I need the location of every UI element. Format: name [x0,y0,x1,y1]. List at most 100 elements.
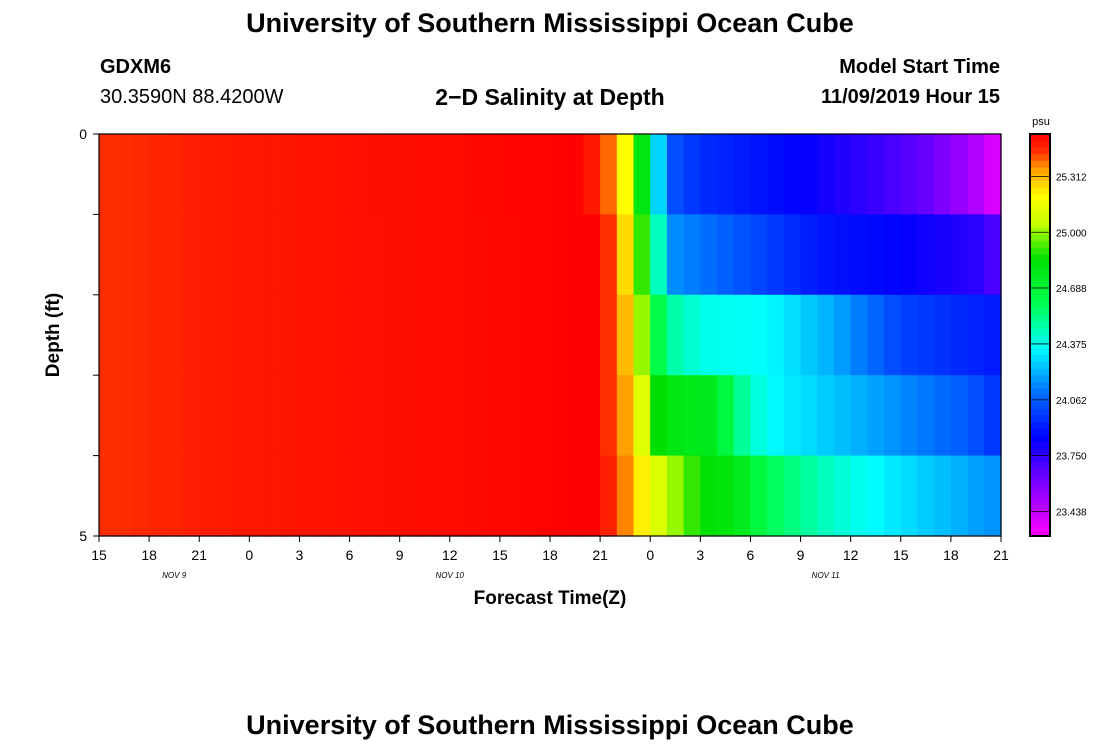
heatmap-cell [967,375,985,457]
colorbar-unit-label: psu [1032,116,1050,128]
heatmap-cell [499,455,518,537]
heatmap-cell [215,455,234,537]
heatmap-cell [833,134,852,215]
heatmap-cell [349,375,367,457]
heatmap-cell [833,455,852,537]
x-axis: 15 18 21 0 3 6 9 12 15 18 21 0 3 6 9 12 15 18 21 NOV 9 NOV 1… [91,536,1009,580]
heatmap-cell [332,134,351,215]
heatmap-cell [550,134,568,215]
colorbar-segment [1030,227,1050,236]
heatmap-cell [115,214,133,296]
heatmap-cell [316,214,334,296]
colorbar-segment [1030,341,1050,349]
heatmap-cell [149,294,167,376]
heatmap-cell [232,214,250,296]
heatmap-cell [683,134,701,215]
heatmap-cell [299,134,317,215]
heatmap-cell [282,455,301,537]
heatmap-cell [917,134,935,215]
heatmap-cell [466,455,484,537]
heatmap-cell [249,455,267,537]
heatmap-cell [249,294,267,376]
heatmap-cell [182,134,200,215]
x-tick-label: 15 [492,547,508,563]
colorbar-segment [1030,388,1050,396]
model-start-value: 11/09/2019 Hour 15 [820,86,1000,108]
heatmap-cell [332,294,351,376]
colorbar-segment [1030,140,1050,148]
colorbar-segment [1030,261,1050,269]
heatmap-cell [149,375,167,457]
heatmap-cell [382,294,401,376]
heatmap-cell [132,375,150,457]
heatmap-cell [817,455,835,537]
heatmap-cell [516,455,534,537]
heatmap-cell [600,455,618,537]
heatmap-cell [149,214,167,296]
colorbar-segment [1030,435,1050,443]
heatmap-cell [483,214,501,296]
heatmap-cell [550,214,568,296]
colorbar-tick-label: 24.688 [1056,284,1087,295]
heatmap-cell [332,455,351,537]
heatmap-cell [366,294,384,376]
station-coords: 30.3590N 88.4200W [100,86,284,108]
colorbar-segment [1030,368,1050,376]
heatmap-cell [99,214,117,296]
heatmap-cell [149,455,167,537]
date-label: NOV 9 [162,571,187,580]
colorbar-segment [1030,335,1050,343]
heatmap-cell [499,294,518,376]
heatmap-cell [600,294,618,376]
heatmap-cell [616,455,635,537]
x-tick-label: 6 [747,547,755,563]
heatmap-cell [650,214,668,296]
heatmap-cell [282,375,301,457]
heatmap-cell [700,375,718,457]
colorbar-segment [1030,234,1050,242]
heatmap-cell [232,375,250,457]
heatmap-cell [633,134,651,215]
heatmap-cell [900,134,919,215]
heatmap-cell [600,214,618,296]
colorbar-segment [1030,515,1050,524]
heatmap-cell [215,134,234,215]
colorbar-segment [1030,321,1050,329]
heatmap-cell [499,375,518,457]
heatmap-cell [382,134,401,215]
heatmap-cell [633,294,651,376]
heatmap-cell [800,294,818,376]
station-id: GDXM6 [100,56,172,78]
heatmap-cell [717,455,735,537]
heatmap-cell [449,134,468,215]
heatmap-cell [733,455,752,537]
heatmap-cell [499,134,518,215]
heatmap-cell [249,214,267,296]
heatmap-cell [466,134,484,215]
colorbar-tick-label: 25.000 [1056,228,1087,239]
heatmap-cell [583,214,601,296]
heatmap-cell [850,214,868,296]
x-tick-label: 18 [542,547,558,563]
heatmap-cell [683,214,701,296]
date-label: NOV 10 [436,571,465,580]
x-tick-label: 3 [296,547,304,563]
heatmap-cell [733,375,752,457]
heatmap-cell [867,455,885,537]
heatmap-cell [666,375,685,457]
heatmap-cell [850,134,868,215]
heatmap-cell [215,294,234,376]
heatmap-cell [650,375,668,457]
y-axis-label: Depth (ft) [43,293,64,377]
heatmap-cell [282,294,301,376]
colorbar-segment [1030,448,1050,457]
heatmap-cell [884,134,902,215]
colorbar-segment [1030,408,1050,416]
heatmap-cell [967,294,985,376]
colorbar-segment [1030,288,1050,296]
heatmap-cell [99,455,117,537]
heatmap-cell [600,134,618,215]
page-title: University of Southern Mississippi Ocean… [246,8,854,38]
heatmap-cell [416,375,434,457]
heatmap-cell [783,214,802,296]
